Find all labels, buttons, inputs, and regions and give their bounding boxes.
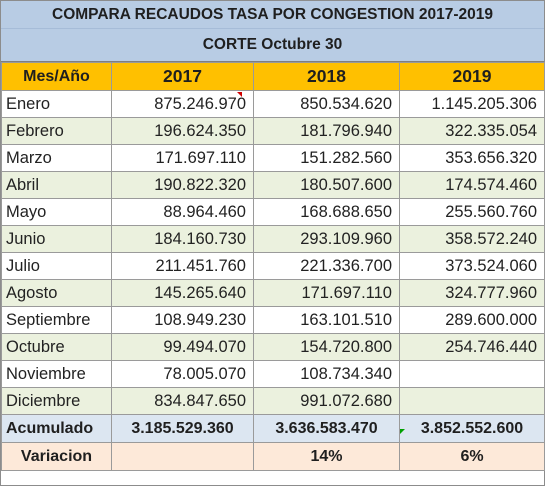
value-2019-cell: 322.335.054 bbox=[399, 117, 545, 145]
value-2017-cell: 171.697.110 bbox=[111, 144, 254, 172]
value-2019-cell: 373.524.060 bbox=[399, 252, 545, 280]
table-subtitle: CORTE Octubre 30 bbox=[1, 29, 544, 62]
table-row: Mayo 88.964.460 168.688.650 255.560.760 bbox=[1, 198, 545, 226]
month-cell: Octubre bbox=[1, 333, 112, 361]
table-row: Abril 190.822.320 180.507.600 174.574.46… bbox=[1, 171, 545, 199]
value-2017-cell: 88.964.460 bbox=[111, 198, 254, 226]
table-row: Enero 875.246.970 850.534.620 1.145.205.… bbox=[1, 90, 545, 118]
variacion-2019-cell: 6% bbox=[399, 442, 545, 471]
month-cell: Julio bbox=[1, 252, 112, 280]
acumulado-row: Acumulado 3.185.529.360 3.636.583.470 3.… bbox=[1, 414, 545, 443]
variacion-row: Variacion 14% 6% bbox=[1, 442, 545, 471]
acumulado-2017-cell: 3.185.529.360 bbox=[111, 414, 254, 443]
value-2018-cell: 180.507.600 bbox=[253, 171, 400, 199]
table-row: Junio 184.160.730 293.109.960 358.572.24… bbox=[1, 225, 545, 253]
comment-indicator-icon bbox=[237, 92, 242, 97]
month-cell: Mayo bbox=[1, 198, 112, 226]
month-cell: Diciembre bbox=[1, 387, 112, 415]
value-2017-cell: 211.451.760 bbox=[111, 252, 254, 280]
table-row: Noviembre 78.005.070 108.734.340 bbox=[1, 360, 545, 388]
value-2017-cell: 78.005.070 bbox=[111, 360, 254, 388]
value-2019-cell: 289.600.000 bbox=[399, 306, 545, 334]
value-2017-cell: 834.847.650 bbox=[111, 387, 254, 415]
acumulado-label: Acumulado bbox=[1, 414, 112, 443]
value-2017-cell: 99.494.070 bbox=[111, 333, 254, 361]
variacion-2017-cell bbox=[111, 442, 254, 471]
value-2018-cell: 181.796.940 bbox=[253, 117, 400, 145]
table-title: COMPARA RECAUDOS TASA POR CONGESTION 201… bbox=[1, 1, 544, 29]
value-2018-cell: 293.109.960 bbox=[253, 225, 400, 253]
header-2018: 2018 bbox=[253, 62, 400, 91]
acumulado-2018-cell: 3.636.583.470 bbox=[253, 414, 400, 443]
month-cell: Noviembre bbox=[1, 360, 112, 388]
table-row: Septiembre 108.949.230 163.101.510 289.6… bbox=[1, 306, 545, 334]
value-2018-cell: 151.282.560 bbox=[253, 144, 400, 172]
month-cell: Agosto bbox=[1, 279, 112, 307]
value-2018-cell: 850.534.620 bbox=[253, 90, 400, 118]
table-row: Octubre 99.494.070 154.720.800 254.746.4… bbox=[1, 333, 545, 361]
header-month: Mes/Año bbox=[1, 62, 112, 91]
month-cell: Enero bbox=[1, 90, 112, 118]
value-2017-cell: 196.624.350 bbox=[111, 117, 254, 145]
table-row: Febrero 196.624.350 181.796.940 322.335.… bbox=[1, 117, 545, 145]
value-2019-cell: 324.777.960 bbox=[399, 279, 545, 307]
value-2017-cell: 875.246.970 bbox=[111, 90, 254, 118]
value-2019-cell bbox=[399, 387, 545, 415]
header-2019: 2019 bbox=[399, 62, 545, 91]
value-2018-cell: 108.734.340 bbox=[253, 360, 400, 388]
value-2018-cell: 221.336.700 bbox=[253, 252, 400, 280]
value-2017-cell: 184.160.730 bbox=[111, 225, 254, 253]
value-2019-cell: 174.574.460 bbox=[399, 171, 545, 199]
value-2018-cell: 991.072.680 bbox=[253, 387, 400, 415]
value-2019-cell: 255.560.760 bbox=[399, 198, 545, 226]
value-2017-cell: 108.949.230 bbox=[111, 306, 254, 334]
value-2019-cell: 358.572.240 bbox=[399, 225, 545, 253]
header-row: Mes/Año 2017 2018 2019 bbox=[1, 62, 545, 91]
value-2019-cell: 1.145.205.306 bbox=[399, 90, 545, 118]
header-2017: 2017 bbox=[111, 62, 254, 91]
value-2017-cell: 145.265.640 bbox=[111, 279, 254, 307]
acumulado-2019-cell: 3.852.552.600 bbox=[399, 414, 545, 443]
variacion-2018-cell: 14% bbox=[253, 442, 400, 471]
value-2018-cell: 163.101.510 bbox=[253, 306, 400, 334]
table-row: Julio 211.451.760 221.336.700 373.524.06… bbox=[1, 252, 545, 280]
table-row: Agosto 145.265.640 171.697.110 324.777.9… bbox=[1, 279, 545, 307]
table-row: Diciembre 834.847.650 991.072.680 bbox=[1, 387, 545, 415]
recaudos-table: Mes/Año 2017 2018 2019 Enero 875.246.970… bbox=[1, 62, 545, 471]
value-2018-cell: 171.697.110 bbox=[253, 279, 400, 307]
variacion-label: Variacion bbox=[1, 442, 112, 471]
value-2018-cell: 168.688.650 bbox=[253, 198, 400, 226]
value-2019-cell bbox=[399, 360, 545, 388]
value-2019-cell: 353.656.320 bbox=[399, 144, 545, 172]
value-2017-cell: 190.822.320 bbox=[111, 171, 254, 199]
error-indicator-icon bbox=[400, 429, 405, 434]
month-cell: Junio bbox=[1, 225, 112, 253]
table-row: Marzo 171.697.110 151.282.560 353.656.32… bbox=[1, 144, 545, 172]
month-cell: Septiembre bbox=[1, 306, 112, 334]
month-cell: Febrero bbox=[1, 117, 112, 145]
month-cell: Abril bbox=[1, 171, 112, 199]
value-2019-cell: 254.746.440 bbox=[399, 333, 545, 361]
month-cell: Marzo bbox=[1, 144, 112, 172]
value-2018-cell: 154.720.800 bbox=[253, 333, 400, 361]
